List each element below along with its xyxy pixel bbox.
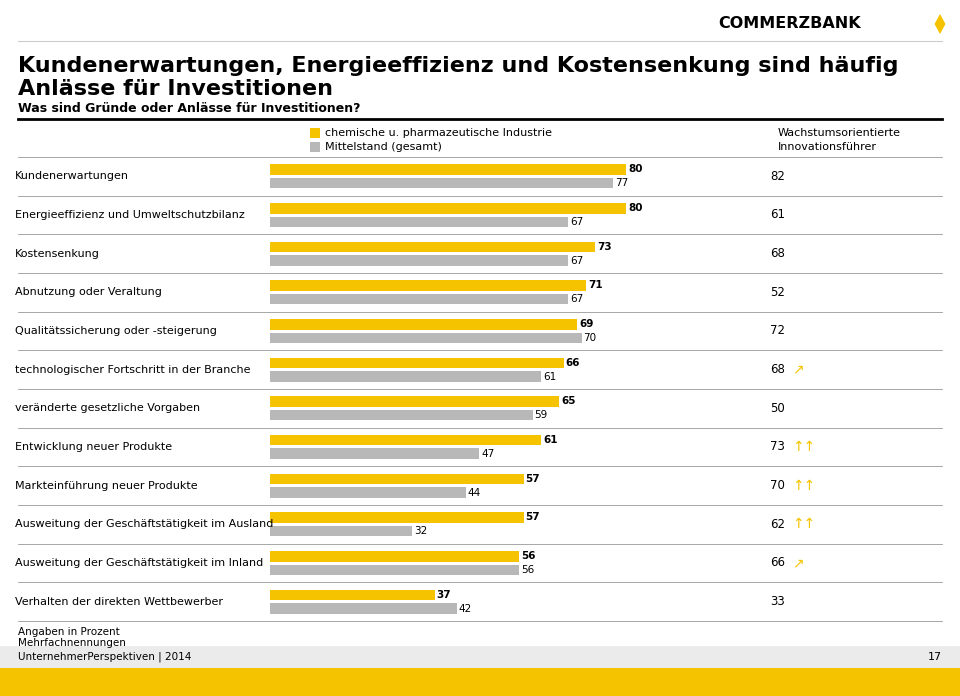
FancyBboxPatch shape bbox=[270, 564, 519, 575]
FancyBboxPatch shape bbox=[310, 128, 320, 138]
Text: 67: 67 bbox=[570, 294, 584, 304]
Text: 67: 67 bbox=[570, 217, 584, 227]
FancyBboxPatch shape bbox=[270, 603, 457, 614]
Text: Kundenerwartungen, Energieeffizienz und Kostensenkung sind häufig: Kundenerwartungen, Energieeffizienz und … bbox=[18, 56, 899, 76]
Text: Kostensenkung: Kostensenkung bbox=[15, 248, 100, 259]
Text: 57: 57 bbox=[526, 512, 540, 523]
FancyBboxPatch shape bbox=[270, 178, 612, 189]
Text: 69: 69 bbox=[579, 319, 593, 329]
Text: 67: 67 bbox=[570, 255, 584, 266]
Text: ↑↑: ↑↑ bbox=[792, 517, 815, 531]
Text: 70: 70 bbox=[770, 479, 785, 492]
FancyBboxPatch shape bbox=[270, 487, 466, 498]
FancyBboxPatch shape bbox=[270, 294, 568, 304]
Text: veränderte gesetzliche Vorgaben: veränderte gesetzliche Vorgaben bbox=[15, 404, 200, 413]
FancyBboxPatch shape bbox=[270, 410, 533, 420]
Text: Qualitätssicherung oder -steigerung: Qualitätssicherung oder -steigerung bbox=[15, 326, 217, 336]
Text: Wachstumsorientierte: Wachstumsorientierte bbox=[778, 128, 901, 138]
Text: 32: 32 bbox=[415, 526, 427, 537]
FancyBboxPatch shape bbox=[0, 668, 960, 696]
Text: 44: 44 bbox=[468, 488, 481, 498]
FancyBboxPatch shape bbox=[270, 203, 626, 214]
Text: 56: 56 bbox=[521, 565, 535, 575]
Text: ↑↑: ↑↑ bbox=[792, 440, 815, 454]
Text: 50: 50 bbox=[770, 402, 784, 415]
FancyBboxPatch shape bbox=[270, 435, 541, 445]
Text: 52: 52 bbox=[770, 286, 785, 299]
Text: 61: 61 bbox=[543, 435, 558, 445]
Text: 66: 66 bbox=[770, 557, 785, 569]
Text: COMMERZBANK: COMMERZBANK bbox=[718, 17, 860, 31]
Text: Energieeffizienz und Umweltschutzbilanz: Energieeffizienz und Umweltschutzbilanz bbox=[15, 210, 245, 220]
FancyBboxPatch shape bbox=[270, 526, 413, 537]
Text: 42: 42 bbox=[459, 603, 472, 614]
Text: 47: 47 bbox=[481, 449, 494, 459]
Text: Innovationsführer: Innovationsführer bbox=[778, 142, 877, 152]
Text: 77: 77 bbox=[614, 178, 628, 189]
Text: 73: 73 bbox=[770, 441, 785, 454]
Text: Was sind Gründe oder Anlässe für Investitionen?: Was sind Gründe oder Anlässe für Investi… bbox=[18, 102, 361, 116]
Text: 68: 68 bbox=[770, 247, 785, 260]
FancyBboxPatch shape bbox=[270, 358, 564, 368]
Text: Angaben in Prozent: Angaben in Prozent bbox=[18, 627, 120, 637]
Text: 33: 33 bbox=[770, 595, 784, 608]
Text: 65: 65 bbox=[562, 397, 576, 406]
FancyBboxPatch shape bbox=[270, 474, 523, 484]
FancyBboxPatch shape bbox=[270, 216, 568, 227]
Text: 66: 66 bbox=[565, 358, 580, 367]
Text: 61: 61 bbox=[770, 209, 785, 221]
Polygon shape bbox=[934, 14, 946, 34]
Text: Anlässe für Investitionen: Anlässe für Investitionen bbox=[18, 79, 333, 99]
Text: Mittelstand (gesamt): Mittelstand (gesamt) bbox=[325, 142, 442, 152]
Text: 80: 80 bbox=[628, 164, 642, 175]
FancyBboxPatch shape bbox=[270, 280, 586, 291]
Text: ↑↑: ↑↑ bbox=[792, 479, 815, 493]
Text: UnternehmerPerspektiven | 2014: UnternehmerPerspektiven | 2014 bbox=[18, 651, 191, 663]
FancyBboxPatch shape bbox=[270, 255, 568, 266]
FancyBboxPatch shape bbox=[270, 164, 626, 175]
FancyBboxPatch shape bbox=[270, 448, 479, 459]
Text: ↗: ↗ bbox=[792, 556, 804, 570]
FancyBboxPatch shape bbox=[310, 142, 320, 152]
FancyBboxPatch shape bbox=[270, 397, 560, 407]
Text: 71: 71 bbox=[588, 280, 603, 290]
FancyBboxPatch shape bbox=[270, 590, 435, 600]
Text: 62: 62 bbox=[770, 518, 785, 531]
Text: Mehrfachnennungen: Mehrfachnennungen bbox=[18, 638, 126, 648]
Text: 59: 59 bbox=[535, 410, 548, 420]
FancyBboxPatch shape bbox=[270, 371, 541, 381]
Text: Markteinführung neuer Produkte: Markteinführung neuer Produkte bbox=[15, 481, 198, 491]
Text: 17: 17 bbox=[928, 652, 942, 662]
FancyBboxPatch shape bbox=[270, 512, 523, 523]
FancyBboxPatch shape bbox=[0, 646, 960, 668]
Text: 68: 68 bbox=[770, 363, 785, 376]
Text: Abnutzung oder Veraltung: Abnutzung oder Veraltung bbox=[15, 287, 162, 297]
Text: 80: 80 bbox=[628, 203, 642, 213]
Text: 70: 70 bbox=[584, 333, 596, 343]
Text: 82: 82 bbox=[770, 170, 785, 183]
Text: ↗: ↗ bbox=[792, 363, 804, 377]
Text: Ausweitung der Geschäftstätigkeit im Inland: Ausweitung der Geschäftstätigkeit im Inl… bbox=[15, 558, 263, 568]
Text: technologischer Fortschritt in der Branche: technologischer Fortschritt in der Branc… bbox=[15, 365, 251, 374]
Text: Entwicklung neuer Produkte: Entwicklung neuer Produkte bbox=[15, 442, 172, 452]
FancyBboxPatch shape bbox=[270, 333, 582, 343]
FancyBboxPatch shape bbox=[270, 551, 519, 562]
Text: 56: 56 bbox=[521, 551, 536, 561]
Text: 61: 61 bbox=[543, 372, 557, 381]
Text: Kundenerwartungen: Kundenerwartungen bbox=[15, 171, 129, 182]
Text: Ausweitung der Geschäftstätigkeit im Ausland: Ausweitung der Geschäftstätigkeit im Aus… bbox=[15, 519, 274, 530]
Text: 37: 37 bbox=[437, 590, 451, 600]
Text: chemische u. pharmazeutische Industrie: chemische u. pharmazeutische Industrie bbox=[325, 128, 552, 138]
FancyBboxPatch shape bbox=[270, 319, 577, 329]
Text: Verhalten der direkten Wettbewerber: Verhalten der direkten Wettbewerber bbox=[15, 596, 223, 607]
Text: 72: 72 bbox=[770, 324, 785, 338]
FancyBboxPatch shape bbox=[270, 242, 595, 252]
Text: 57: 57 bbox=[526, 474, 540, 484]
Text: 73: 73 bbox=[597, 242, 612, 252]
